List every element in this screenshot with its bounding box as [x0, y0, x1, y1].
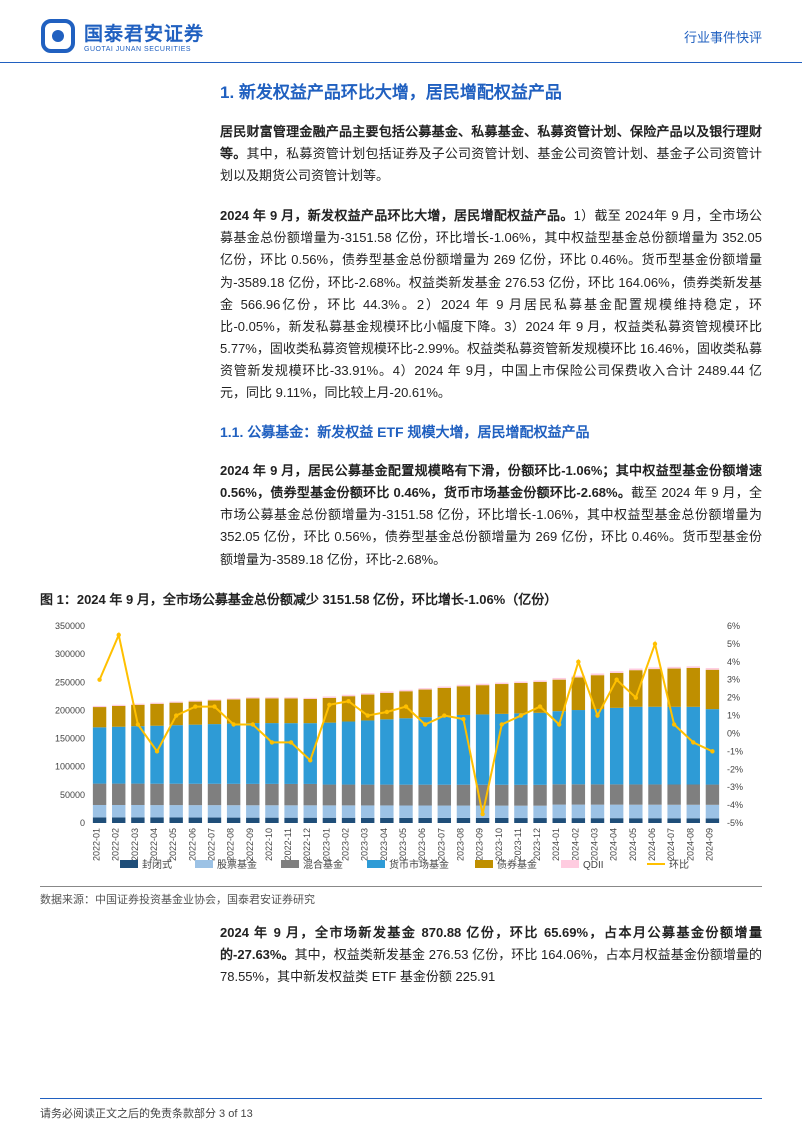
header-category: 行业事件快评	[684, 27, 762, 46]
svg-text:混合基金: 混合基金	[303, 858, 343, 871]
svg-text:2023-11: 2023-11	[513, 828, 523, 860]
svg-text:2022-02: 2022-02	[111, 828, 121, 861]
svg-text:-5%: -5%	[727, 818, 743, 828]
svg-text:2022-10: 2022-10	[264, 828, 274, 861]
svg-text:2024-03: 2024-03	[590, 828, 600, 861]
svg-text:债券基金: 债券基金	[497, 858, 537, 871]
svg-text:2022-12: 2022-12	[302, 828, 312, 861]
section-1-p1: 居民财富管理金融产品主要包括公募基金、私募基金、私募资管计划、保险产品以及银行理…	[220, 121, 762, 187]
svg-text:2024-02: 2024-02	[570, 828, 580, 861]
after-chart-content: 2024 年 9 月，全市场新发基金 870.88 亿份，环比 65.69%，占…	[0, 907, 802, 988]
svg-text:2023-07: 2023-07	[436, 828, 446, 861]
subsection-1-1-p1: 2024 年 9 月，居民公募基金配置规模略有下滑，份额环比-1.06%；其中权…	[220, 460, 762, 570]
main-content: 1. 新发权益产品环比大增，居民增配权益产品 居民财富管理金融产品主要包括公募基…	[0, 63, 802, 571]
figure-1-source: 数据来源：中国证券投资基金业协会，国泰君安证券研究	[40, 886, 762, 907]
section-1-p2: 2024 年 9 月，新发权益产品环比大增，居民增配权益产品。1）截至 2024…	[220, 205, 762, 404]
svg-text:250000: 250000	[55, 677, 85, 687]
svg-text:2023-05: 2023-05	[398, 828, 408, 861]
svg-text:3%: 3%	[727, 674, 740, 684]
svg-text:2023-12: 2023-12	[532, 828, 542, 861]
subsection-1-1-title: 1.1. 公募基金：新发权益 ETF 规模大增，居民增配权益产品	[220, 422, 762, 442]
svg-text:封闭式: 封闭式	[142, 858, 172, 871]
svg-text:环比: 环比	[669, 859, 689, 871]
svg-text:1%: 1%	[727, 710, 740, 720]
svg-text:-3%: -3%	[727, 782, 743, 792]
company-logo-icon	[40, 18, 76, 54]
svg-text:2023-01: 2023-01	[321, 828, 331, 861]
svg-text:2023-09: 2023-09	[475, 828, 485, 861]
logo: 国泰君安证券 GUOTAI JUNAN SECURITIES	[40, 18, 204, 54]
svg-text:2022-01: 2022-01	[92, 828, 102, 861]
svg-text:2022-09: 2022-09	[245, 828, 255, 861]
svg-text:2024-07: 2024-07	[666, 828, 676, 861]
svg-text:2023-03: 2023-03	[360, 828, 370, 861]
svg-text:2024-06: 2024-06	[647, 828, 657, 861]
svg-text:2024-05: 2024-05	[628, 828, 638, 861]
svg-text:2024-09: 2024-09	[704, 828, 714, 861]
svg-text:2022-08: 2022-08	[226, 828, 236, 861]
svg-text:2022-05: 2022-05	[168, 828, 178, 861]
svg-text:2023-02: 2023-02	[341, 828, 351, 861]
svg-text:150000: 150000	[55, 733, 85, 743]
svg-text:2022-11: 2022-11	[283, 828, 293, 860]
svg-text:0%: 0%	[727, 728, 740, 738]
svg-text:6%: 6%	[727, 621, 740, 631]
section-1-title: 1. 新发权益产品环比大增，居民增配权益产品	[220, 78, 762, 103]
figure-1-chart: 0 50000 100000 150000 200000 250000 300000 3500…	[40, 618, 762, 878]
section-1-p2-rest: 1）截至 2024年 9 月，全市场公募基金总份额增量为-3151.58 亿份，…	[220, 208, 762, 400]
figure-1-title: 图 1：2024 年 9 月，全市场公募基金总份额减少 3151.58 亿份，环…	[40, 589, 762, 608]
svg-text:2024-04: 2024-04	[609, 828, 619, 861]
svg-text:2023-08: 2023-08	[455, 828, 465, 861]
page-footer: 请务必阅读正文之后的免责条款部分 3 of 13	[40, 1098, 762, 1121]
svg-text:300000: 300000	[55, 649, 85, 659]
svg-text:2022-04: 2022-04	[149, 828, 159, 861]
svg-text:2023-06: 2023-06	[417, 828, 427, 861]
after-chart-p1: 2024 年 9 月，全市场新发基金 870.88 亿份，环比 65.69%，占…	[220, 922, 762, 988]
logo-text-en: GUOTAI JUNAN SECURITIES	[84, 46, 204, 53]
svg-text:2022-06: 2022-06	[187, 828, 197, 861]
svg-text:QDII: QDII	[583, 860, 604, 871]
after-chart-p1-rest: 其中，权益类新发基金 276.53 亿份，环比 164.06%，占本月权益基金份…	[220, 947, 762, 984]
section-1-p2-bold: 2024 年 9 月，新发权益产品环比大增，居民增配权益产品。	[220, 208, 574, 223]
svg-text:4%: 4%	[727, 656, 740, 666]
svg-text:100000: 100000	[55, 761, 85, 771]
svg-text:200000: 200000	[55, 705, 85, 715]
svg-text:50000: 50000	[60, 789, 85, 799]
svg-text:2024-08: 2024-08	[685, 828, 695, 861]
svg-text:-1%: -1%	[727, 746, 743, 756]
svg-text:2022-03: 2022-03	[130, 828, 140, 861]
page-header: 国泰君安证券 GUOTAI JUNAN SECURITIES 行业事件快评	[0, 0, 802, 63]
svg-text:-2%: -2%	[727, 764, 743, 774]
svg-text:350000: 350000	[55, 621, 85, 631]
svg-text:股票基金: 股票基金	[217, 858, 257, 871]
svg-text:2022-07: 2022-07	[206, 828, 216, 861]
figure-1-block: 图 1：2024 年 9 月，全市场公募基金总份额减少 3151.58 亿份，环…	[0, 589, 802, 907]
svg-text:2023-10: 2023-10	[494, 828, 504, 861]
svg-text:0: 0	[80, 818, 85, 828]
svg-text:2023-04: 2023-04	[379, 828, 389, 861]
svg-text:2%: 2%	[727, 692, 740, 702]
logo-text-cn: 国泰君安证券	[84, 19, 204, 46]
svg-text:2024-01: 2024-01	[551, 828, 561, 861]
section-1-p1-rest: 其中，私募资管计划包括证券及子公司资管计划、基金公司资管计划、基金子公司资管计划…	[220, 146, 762, 183]
svg-text:-4%: -4%	[727, 800, 743, 810]
svg-text:5%: 5%	[727, 639, 740, 649]
svg-text:货币市场基金: 货币市场基金	[389, 858, 449, 871]
